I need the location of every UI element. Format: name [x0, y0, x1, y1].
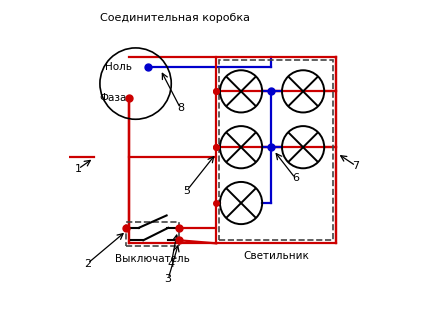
- Text: Светильник: Светильник: [243, 251, 309, 261]
- Text: 1: 1: [75, 164, 82, 174]
- Text: 7: 7: [352, 161, 359, 171]
- Text: Соединительная коробка: Соединительная коробка: [100, 13, 250, 23]
- Text: 6: 6: [292, 173, 299, 183]
- Text: 2: 2: [84, 259, 91, 269]
- Text: 4: 4: [168, 259, 175, 269]
- Text: Ноль: Ноль: [105, 62, 133, 72]
- Text: Фаза: Фаза: [99, 93, 126, 103]
- Text: 5: 5: [183, 186, 190, 196]
- Text: Выключатель: Выключатель: [115, 254, 190, 264]
- Text: 8: 8: [177, 103, 184, 113]
- Text: 3: 3: [165, 274, 172, 284]
